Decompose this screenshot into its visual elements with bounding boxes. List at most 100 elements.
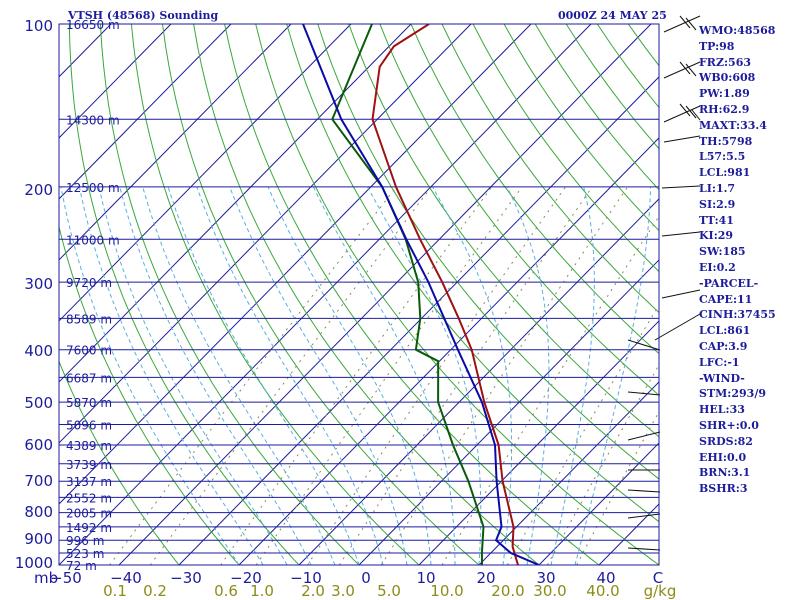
height-label: 8589 m [66, 312, 112, 326]
index-line: MAXT:33.4 [699, 118, 767, 132]
moist-adiabat-line [550, 186, 595, 565]
wind-barb [661, 185, 701, 189]
height-label: 3739 m [66, 458, 112, 472]
index-line: BRN:3.1 [699, 466, 751, 480]
index-line: SI:2.9 [699, 197, 736, 211]
mb-axis-label: mb [34, 569, 58, 587]
height-label: 2552 m [66, 491, 112, 505]
index-line: KI:29 [699, 229, 734, 243]
isotherm-line [59, 24, 472, 444]
pressure-tick-label: 800 [24, 503, 53, 521]
index-line: CAP:3.9 [699, 339, 748, 353]
index-line: CINH:37455 [699, 308, 776, 322]
index-line: L57:5.5 [699, 150, 746, 164]
index-line: SHR+:0.0 [699, 418, 759, 432]
index-line: -WIND- [699, 371, 745, 385]
pressure-tick-label: 200 [24, 181, 53, 199]
isotherm-line [358, 259, 659, 565]
temperature-tick-label: −20 [230, 569, 262, 587]
index-line: WMO:48568 [699, 24, 776, 37]
wind-barb [663, 15, 701, 33]
mixing-ratio-tick-label: 3.0 [331, 582, 355, 600]
wind-barb [661, 289, 701, 299]
temperature-tick-label: −50 [50, 569, 82, 587]
index-line: CAPE:11 [699, 292, 753, 306]
moist-adiabat-line [142, 186, 336, 565]
index-line: TT:41 [699, 213, 734, 227]
temperature-tick-label: 20 [476, 569, 495, 587]
wind-barb-flag [679, 103, 691, 117]
isotherm-line [59, 24, 172, 139]
dry-adiabat-line [162, 24, 480, 565]
valid-time: 0000Z 24 MAY 25 [558, 9, 667, 22]
mixing-ratio-tick-label: 0.1 [103, 582, 127, 600]
height-label: 14300 m [66, 113, 120, 127]
height-label: 1492 m [66, 521, 112, 535]
mixing-ratio-line [220, 186, 493, 565]
pressure-tick-label: 500 [24, 394, 53, 412]
height-label: 523 m [66, 547, 104, 561]
mixing-ratio-tick-label: 0.2 [143, 582, 167, 600]
mixing-ratio-tick-label: 40.0 [586, 582, 619, 600]
temperature-tick-label: −30 [170, 569, 202, 587]
isotherm-line [59, 24, 232, 200]
wind-barb [627, 391, 661, 396]
isotherm-line [59, 24, 592, 565]
index-line: BSHR:3 [699, 482, 748, 496]
station-title: VTSH (48568) Sounding [68, 9, 219, 22]
height-label: 2005 m [66, 507, 112, 521]
isotherm-line [59, 24, 532, 505]
gkg-unit-label: g/kg [644, 582, 677, 600]
height-label: 3137 m [66, 475, 112, 489]
index-line: LCL:861 [699, 324, 751, 338]
index-line: LCL:981 [699, 166, 751, 180]
isotherm-line [59, 24, 412, 383]
isotherm-line [238, 137, 659, 565]
pressure-tick-label: 400 [24, 342, 53, 360]
moist-adiabat-line [574, 186, 651, 565]
wind-barb-flag [685, 63, 697, 77]
temperature-tick-label: 10 [416, 569, 435, 587]
wind-barb [654, 313, 701, 341]
moist-adiabat-line [312, 186, 456, 565]
index-line: TP:98 [699, 39, 735, 53]
wind-barb [663, 135, 701, 143]
pressure-tick-label: 300 [24, 275, 53, 293]
index-line: PW:1.89 [699, 87, 750, 101]
pressure-tick-label: 600 [24, 436, 53, 454]
diagram-grid [59, 24, 659, 565]
wind-barb-flag [685, 17, 697, 31]
wind-barb [663, 105, 701, 123]
index-line: EI:0.2 [699, 260, 736, 274]
mixing-ratio-tick-label: 10.0 [430, 582, 463, 600]
celsius-unit-label: C [653, 569, 663, 587]
isotherm-line [59, 24, 352, 322]
temperature-line [371, 24, 519, 565]
temperature-tick-label: 40 [596, 569, 615, 587]
isotherm-line [59, 24, 292, 261]
wind-barb-flag [679, 15, 691, 29]
index-line: SRDS:82 [699, 434, 753, 448]
height-label: 12500 m [66, 181, 120, 195]
wind-profile [627, 15, 701, 551]
mixing-ratio-line [338, 186, 593, 565]
temperature-tick-label: −10 [290, 569, 322, 587]
height-label: 996 m [66, 534, 104, 548]
isotherm-line [298, 198, 659, 565]
indices-panel: WMO:48568 TP:98 FRZ:563 WB0:608 PW:1.89 RH:62… [699, 23, 799, 497]
wind-barb [627, 431, 661, 441]
wind-barb [627, 547, 661, 551]
isotherm-line [418, 320, 659, 565]
pressure-tick-label: 700 [24, 472, 53, 490]
index-line: HEL:33 [699, 403, 745, 417]
index-line: LI:1.7 [699, 181, 736, 195]
wind-barb-flag [679, 61, 691, 75]
height-label: 7600 m [66, 344, 112, 358]
parcel-line [302, 24, 540, 565]
index-line: WB0:608 [699, 71, 756, 85]
mixing-ratio-line [109, 186, 397, 565]
wind-barb-flag [685, 105, 697, 119]
moist-adiabat-line [506, 186, 550, 565]
temperature-tick-label: 30 [536, 569, 555, 587]
